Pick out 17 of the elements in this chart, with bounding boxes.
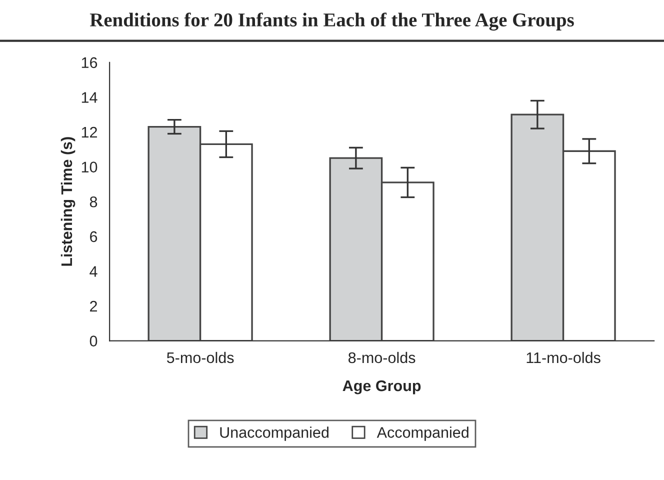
x-axis-title: Age Group: [342, 380, 421, 394]
y-tick-label: 16: [82, 57, 98, 68]
legend-label: Accompanied: [376, 426, 468, 441]
y-tick-label: 12: [82, 126, 97, 138]
y-tick-label: 2: [90, 300, 97, 312]
y-axis-title: Listening Time (s): [60, 137, 76, 266]
y-tick-label: 4: [90, 266, 98, 277]
chart-title: Renditions for 20 Infants in Each of the Three Age Groups: [90, 12, 574, 31]
x-tick-label: 11-mo-olds: [526, 352, 600, 364]
legend-label: Unaccompanied: [220, 426, 328, 441]
y-tick-label: 10: [82, 162, 98, 172]
x-tick-label: 5-mo-olds: [166, 352, 234, 364]
y-tick-label: 6: [90, 231, 98, 242]
y-tick-label: 14: [82, 92, 98, 103]
y-tick-label: 0: [90, 336, 98, 346]
x-tick-label: 8-mo-olds: [348, 352, 416, 364]
y-tick-label: 8: [90, 196, 98, 208]
